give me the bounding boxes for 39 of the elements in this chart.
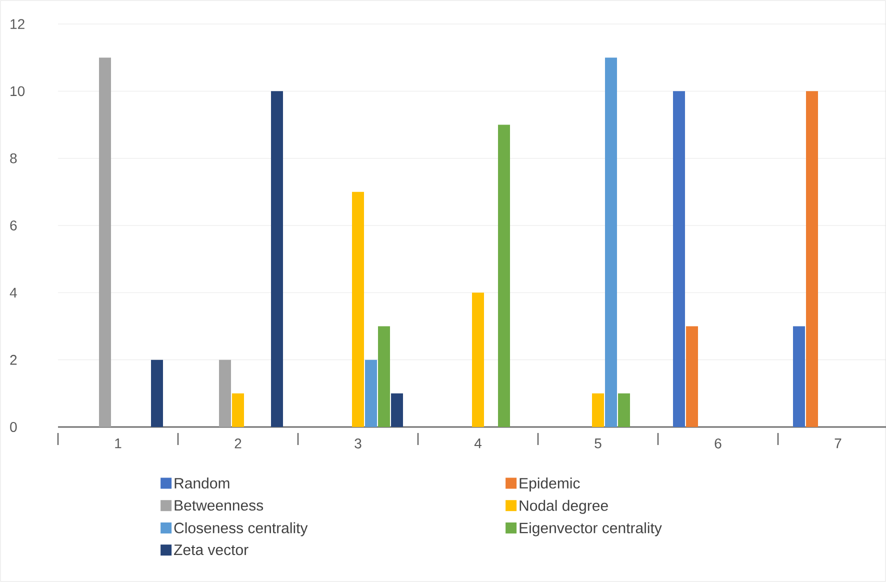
bar [498, 124, 510, 427]
bar [793, 326, 806, 427]
legend-label: Random [174, 478, 230, 489]
y-tick-label: 6 [10, 220, 17, 230]
x-tick-label: 1 [115, 438, 122, 448]
y-tick-label: 12 [10, 19, 24, 29]
x-tick-label: 5 [594, 438, 602, 448]
legend-label: Eigenvector centrality [520, 522, 662, 536]
x-tick-label: 7 [834, 438, 842, 448]
y-tick-label: 2 [10, 354, 17, 365]
bar [686, 326, 698, 427]
bar [673, 91, 686, 427]
bar [151, 360, 163, 427]
bar [605, 58, 618, 427]
legend-label: Nodal degree [520, 500, 608, 514]
bar [618, 393, 630, 427]
x-tick-label: 2 [234, 438, 242, 448]
legend-label: Closeness centrality [174, 522, 308, 536]
bar [806, 91, 818, 427]
x-tick-label: 3 [354, 438, 362, 448]
bar [592, 393, 604, 427]
bar [391, 393, 403, 427]
y-tick-label: 0 [10, 422, 17, 432]
bar [365, 360, 378, 427]
legend-label: Epidemic [520, 478, 580, 492]
x-tick-label: 4 [474, 438, 482, 448]
legend-label: Betweenness [174, 500, 264, 511]
bar [472, 292, 484, 427]
bar [378, 326, 390, 427]
y-tick-label: 4 [10, 288, 17, 298]
bar [219, 360, 231, 427]
bar [232, 393, 244, 427]
legend-label: Zeta vector [174, 544, 248, 556]
x-tick-label: 6 [714, 438, 722, 448]
bar [271, 91, 284, 427]
y-tick-label: 10 [10, 86, 25, 96]
y-tick-label: 8 [10, 153, 17, 164]
bar [352, 192, 364, 427]
bar [99, 58, 112, 427]
